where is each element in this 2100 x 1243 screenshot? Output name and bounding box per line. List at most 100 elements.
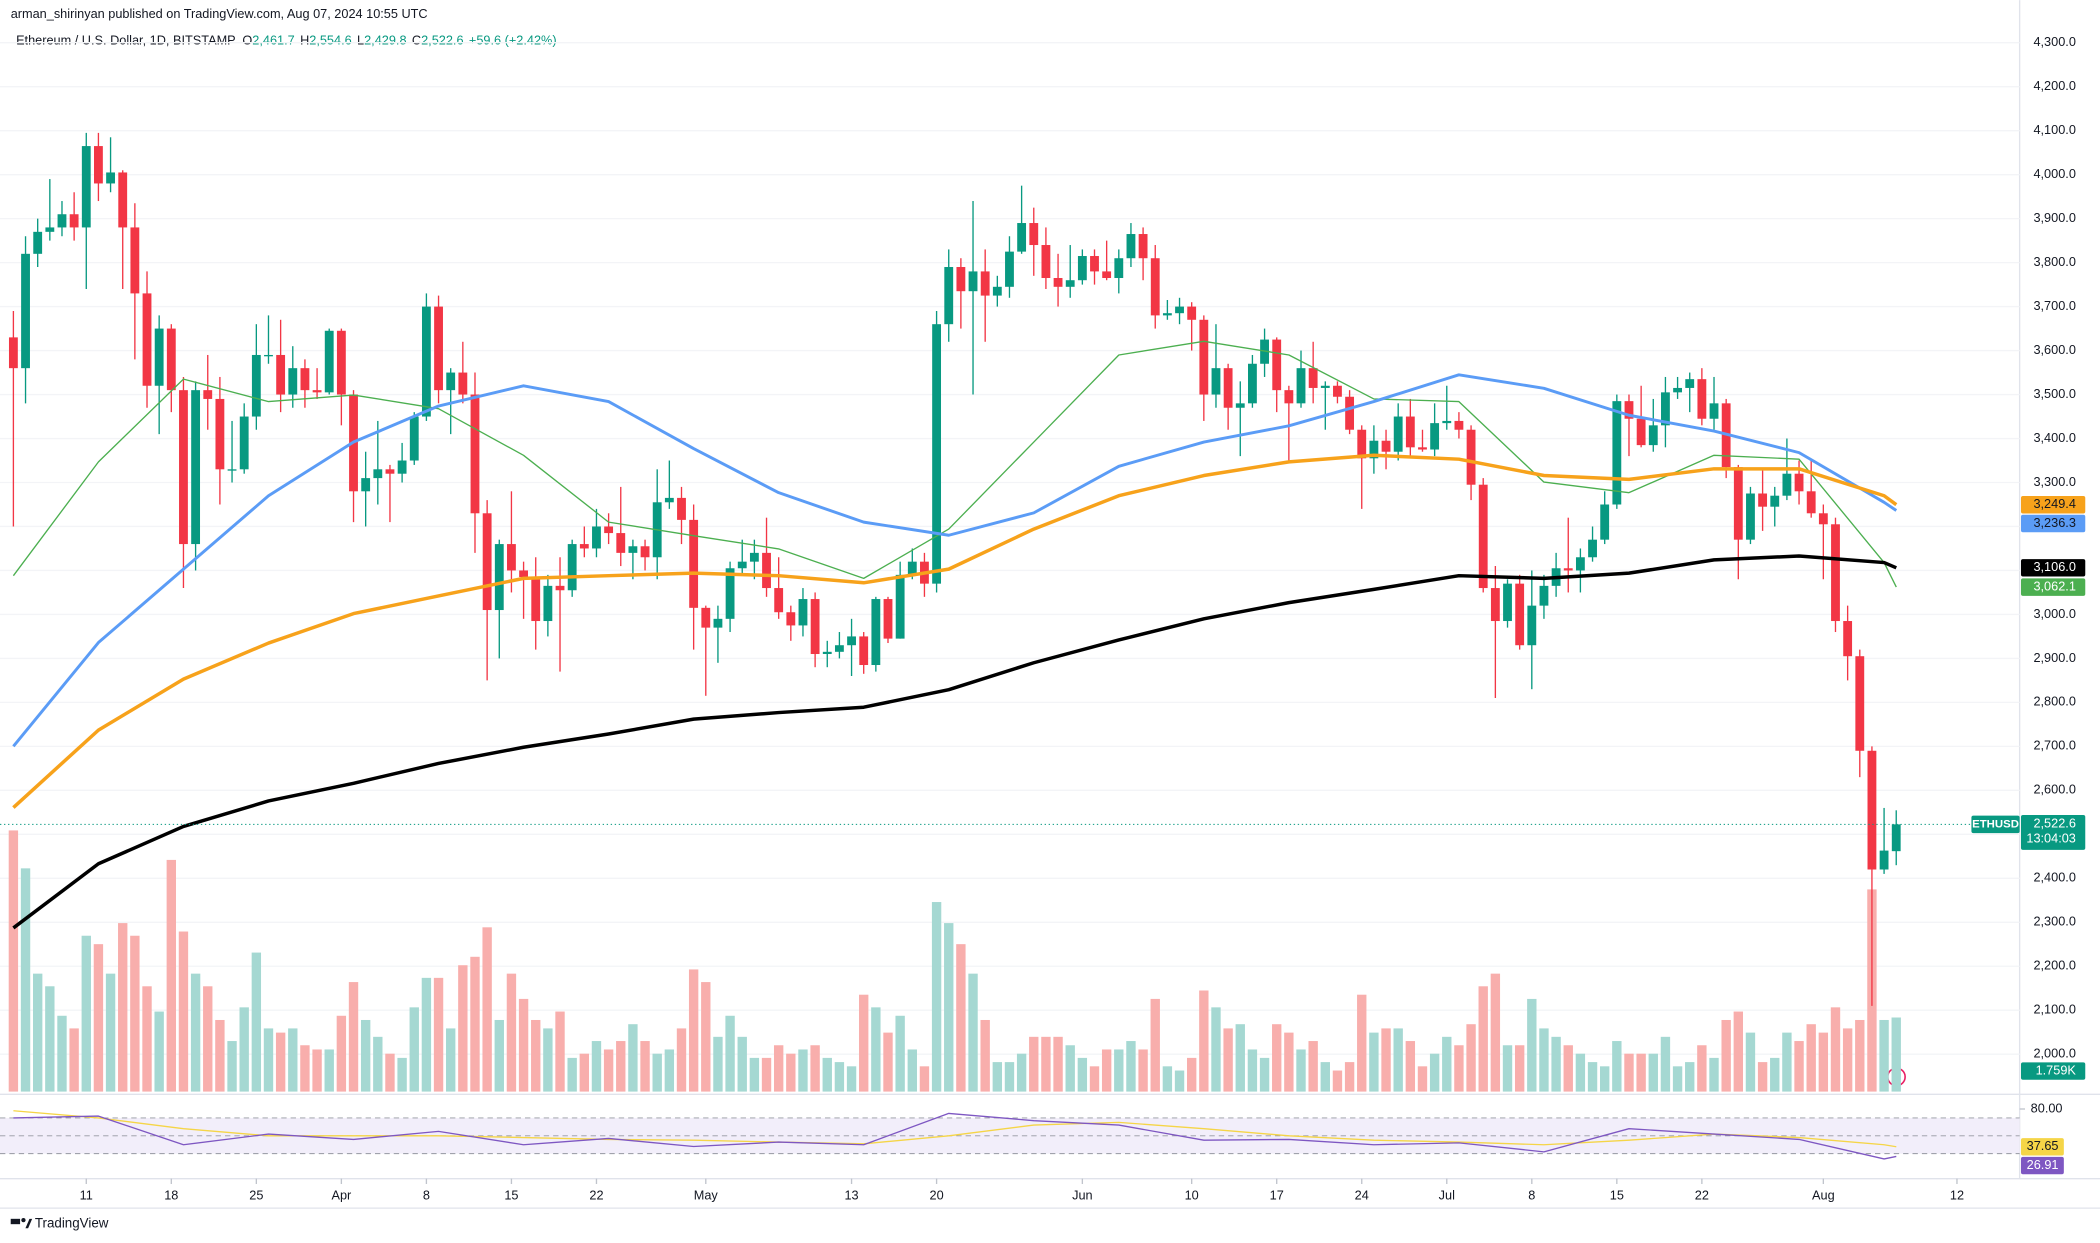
volume-bar (458, 965, 468, 1092)
x-tick-label: 11 (80, 1187, 93, 1202)
volume-bar (1199, 990, 1209, 1092)
volume-bar (822, 1057, 832, 1092)
volume-bar (628, 1024, 638, 1092)
candle-body (519, 570, 528, 578)
y-tick-label: 3,900.0 (2033, 210, 2075, 225)
volume-bar (227, 1041, 237, 1092)
candle-body (336, 330, 346, 395)
volume-bar (640, 1041, 650, 1092)
candle-body (69, 214, 79, 228)
volume-bar (397, 1057, 407, 1092)
candle-body (1418, 447, 1427, 450)
volume-bar (931, 902, 942, 1092)
candle-body (166, 328, 176, 391)
volume-bar (360, 1019, 371, 1092)
candle-body (1515, 583, 1525, 646)
candle-body (677, 497, 686, 520)
legend-line: Ethereum / U.S. Dollar, 1D, BITSTAMP O2,4… (16, 33, 557, 48)
candle-body (1806, 491, 1816, 514)
candle-body (1746, 493, 1755, 540)
candle-body (980, 271, 990, 296)
volume-bar (1563, 1045, 1573, 1092)
volume-bar (1101, 1049, 1112, 1092)
candle-body (1867, 750, 1877, 870)
candle-body (1357, 429, 1367, 459)
volume-bar (616, 1041, 626, 1092)
published-line: arman_shirinyan published on TradingView… (11, 6, 428, 21)
volume-bar (543, 1028, 553, 1092)
volume-bar (1442, 1036, 1452, 1092)
candle-body (1673, 387, 1682, 393)
volume-bar (1211, 1007, 1221, 1092)
volume-bar (567, 1057, 577, 1092)
ohlc-value: 2,461.7 (252, 33, 294, 48)
volume-bar (1308, 1041, 1318, 1092)
volume-bar (1575, 1053, 1586, 1092)
candle-body (1065, 280, 1075, 287)
volume-bar (348, 982, 359, 1092)
volume-bar (1235, 1024, 1245, 1092)
y-tick-label: 3,400.0 (2033, 430, 2075, 445)
x-tick-label: 8 (1528, 1187, 1535, 1202)
indicator-badge (2020, 578, 2086, 596)
volume-bar (1502, 1045, 1513, 1092)
volume-bar (664, 1049, 675, 1092)
candle-body (21, 253, 30, 369)
volume-badge (2020, 1062, 2086, 1080)
volume-bar (203, 986, 213, 1092)
volume-bar (1284, 1032, 1294, 1092)
volume-bar (494, 1019, 504, 1092)
candle-body (1478, 484, 1488, 589)
volume-bar (1636, 1053, 1646, 1092)
candle-body (543, 585, 553, 622)
volume-bar (737, 1036, 747, 1092)
ohlc-key: O (242, 33, 252, 48)
candle-body (1017, 223, 1027, 252)
volume-bar (1381, 1028, 1391, 1092)
y-tick-label: 3,500.0 (2033, 386, 2075, 401)
candle-body (1503, 583, 1512, 622)
candle-body (1041, 245, 1051, 279)
volume-bar (688, 969, 699, 1092)
volume-bar (33, 973, 43, 1092)
volume-bar (518, 998, 529, 1092)
x-tick-label: 12 (1950, 1187, 1964, 1202)
candle-body (1794, 473, 1804, 492)
candle-body (373, 469, 383, 479)
volume-bar (300, 1045, 310, 1092)
volume-bar (288, 1028, 298, 1092)
volume-bar (1053, 1036, 1063, 1092)
candle-body (1199, 319, 1209, 395)
volume-bar (1660, 1036, 1671, 1092)
candle-body (579, 544, 589, 549)
volume-bar (1320, 1062, 1330, 1092)
candle-body (421, 306, 431, 417)
rsi-label: 37.65 (2027, 1138, 2059, 1153)
volume-bar (871, 1007, 881, 1092)
candle-body (1709, 403, 1719, 419)
volume-bar (1624, 1053, 1634, 1092)
volume-bar (907, 1049, 917, 1092)
volume-bar (968, 973, 978, 1092)
volume-bar (1745, 1032, 1756, 1092)
volume-bar (1150, 998, 1160, 1092)
x-tick-label: May (694, 1187, 719, 1202)
candle-body (142, 293, 152, 386)
rsi-badge (2020, 1138, 2064, 1156)
volume-bar (676, 1028, 687, 1092)
candle-body (1393, 416, 1403, 452)
volume-bar (251, 952, 262, 1092)
candle-body (1831, 524, 1840, 622)
volume-bar (1344, 1062, 1355, 1092)
volume-bar (701, 982, 711, 1092)
volume-bar (166, 859, 176, 1092)
symbol-badge (1971, 815, 2020, 834)
y-tick-label: 2,400.0 (2033, 870, 2075, 885)
x-tick-label: Aug (1812, 1187, 1835, 1202)
volume-bar (45, 986, 55, 1092)
candle-body (8, 337, 18, 369)
volume-bar (470, 956, 480, 1092)
volume-bar (786, 1053, 796, 1092)
volume-bar (798, 1049, 808, 1092)
candle-body (1114, 258, 1124, 279)
